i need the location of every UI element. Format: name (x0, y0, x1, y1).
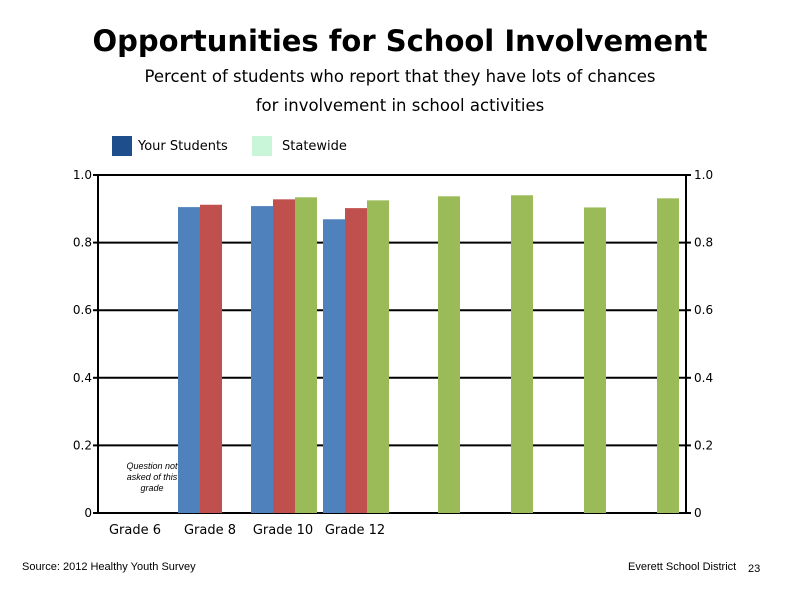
legend-item-statewide: Statewide (252, 136, 347, 156)
y-tick-label-left: 0 (84, 506, 92, 520)
y-tick-label-right: 0 (694, 506, 702, 520)
bar (511, 195, 533, 513)
x-category-label: Grade 10 (253, 523, 313, 538)
y-tick-label-right: 0.8 (694, 236, 713, 250)
x-category-label: Grade 6 (109, 523, 161, 538)
bar (438, 196, 460, 513)
bar (295, 197, 317, 514)
legend-label-statewide: Statewide (282, 138, 347, 154)
y-tick-label-right: 1.0 (694, 168, 713, 182)
bar (251, 206, 273, 513)
chart-subtitle-line2: for involvement in school activities (255, 96, 545, 115)
y-tick-label-left: 0.8 (73, 236, 92, 250)
y-tick-label-right: 0.6 (694, 303, 713, 317)
y-tick-label-right: 0.4 (694, 371, 713, 385)
district-name: Everett School District (628, 561, 737, 573)
y-tick-label-left: 0.4 (73, 371, 92, 385)
bar (657, 198, 679, 513)
y-tick-label-right: 0.2 (694, 438, 713, 452)
source-note: Source: 2012 Healthy Youth Survey (22, 561, 196, 573)
annotation-not-asked: Question not (126, 461, 178, 471)
annotation-not-asked: grade (140, 483, 163, 493)
bar (345, 208, 367, 513)
bar (273, 199, 295, 513)
bar (178, 207, 200, 514)
legend-label-your-students: Your Students (138, 138, 228, 154)
bar (367, 200, 389, 513)
chart-subtitle-line1: Percent of students who report that they… (144, 67, 656, 86)
page-number: 23 (748, 563, 761, 575)
legend-swatch-your-students (112, 136, 132, 156)
bar (200, 204, 222, 513)
bar (584, 207, 606, 513)
x-category-label: Grade 12 (325, 523, 385, 538)
y-tick-label-left: 1.0 (73, 168, 92, 182)
y-tick-label-left: 0.2 (73, 438, 92, 452)
legend-item-your-students: Your Students (112, 136, 228, 156)
y-tick-label-left: 0.6 (73, 303, 92, 317)
bar (323, 219, 345, 513)
annotation-not-asked: asked of this (127, 472, 178, 482)
chart-title: Opportunities for School Involvement (92, 24, 708, 58)
legend-swatch-statewide (252, 136, 272, 156)
x-category-label: Grade 8 (184, 523, 236, 538)
